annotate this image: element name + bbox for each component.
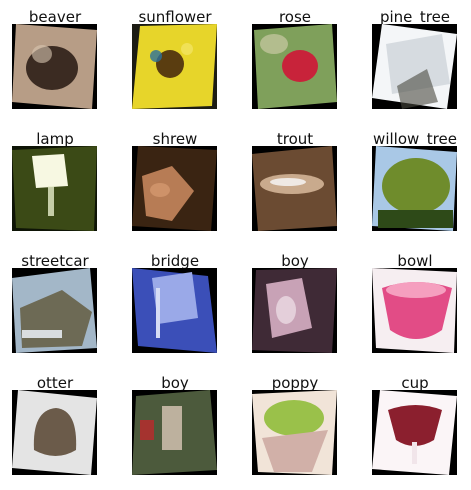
lamp-image [12,146,97,231]
tile-image [372,24,457,109]
tile-label: cup [401,374,429,392]
tile-image [252,268,337,353]
tile-image [12,146,97,231]
pine-tree-image [372,24,457,109]
willow-tree-image [372,146,457,231]
tile-label: boy [281,252,309,270]
tile-label: rose [278,8,312,26]
poppy-image [252,390,337,475]
tile-label: bowl [397,252,433,270]
bowl-image [372,268,457,353]
tile-image [372,268,457,353]
tile-image [132,146,217,231]
trout-image [252,146,337,231]
tile-label: trout [276,130,314,148]
tile-image [372,390,457,475]
boy-image [132,390,217,475]
rose-image [252,24,337,109]
tile-label: sunflower [138,8,212,26]
beaver-image [12,24,97,109]
tile-image [12,390,97,475]
tile-label: poppy [271,374,319,392]
shrew-image [132,146,217,231]
tile-label: boy [161,374,189,392]
sunflower-image [132,24,217,109]
tile-label: willow_tree [373,130,457,148]
tile-image [252,390,337,475]
tile-image [252,146,337,231]
tile-image [132,390,217,475]
tile-label: lamp [36,130,74,148]
tile-label: pine_tree [379,8,451,26]
otter-image [12,390,97,475]
cup-image [372,390,457,475]
tile-label: otter [36,374,74,392]
tile-label: beaver [28,8,82,26]
streetcar-image [12,268,97,353]
tile-image [132,268,217,353]
tile-image [252,24,337,109]
tile-label: shrew [152,130,198,148]
tile-image [12,24,97,109]
tile-image [12,268,97,353]
bridge-image [132,268,217,353]
boy-image [252,268,337,353]
tile-label: streetcar [21,252,89,270]
tile-image [372,146,457,231]
tile-label: bridge [150,252,200,270]
tile-image [132,24,217,109]
